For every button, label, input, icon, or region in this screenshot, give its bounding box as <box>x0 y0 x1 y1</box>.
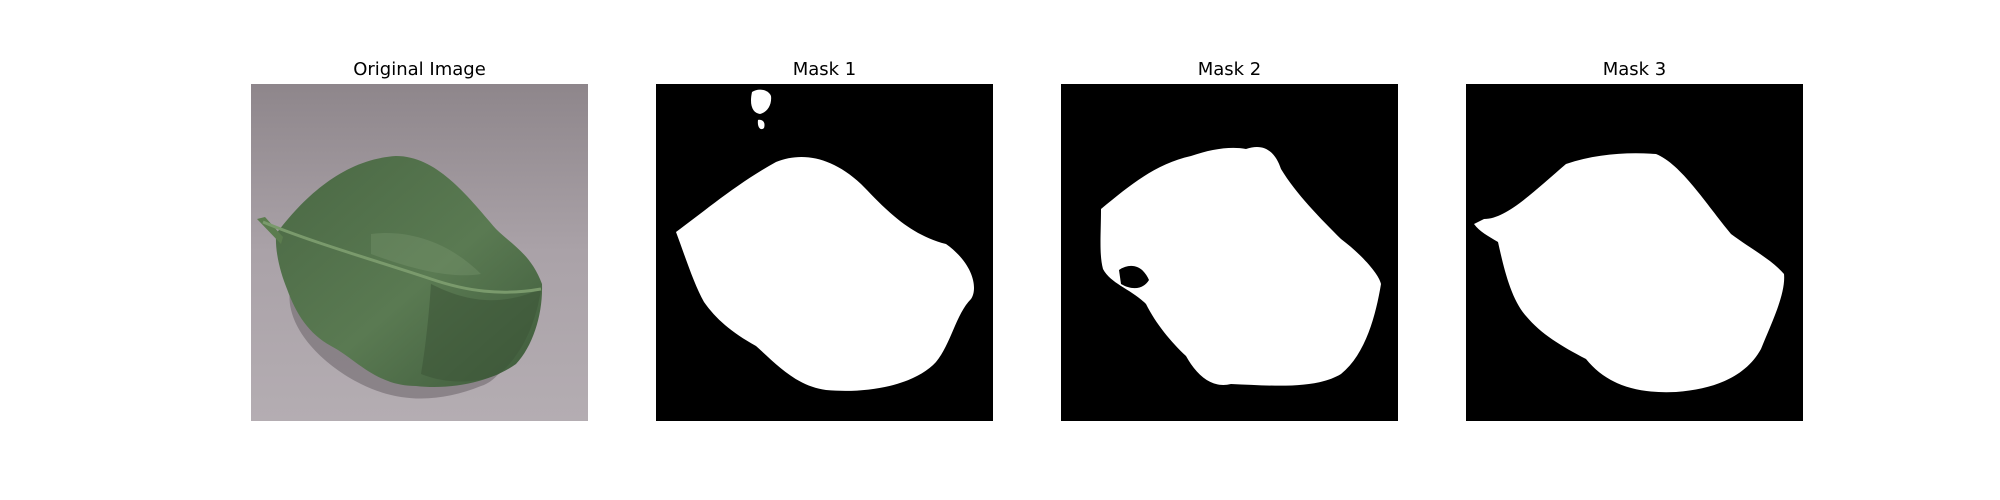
mask-2-image <box>1061 84 1398 421</box>
original-image-panel <box>251 84 588 421</box>
mask-2-leaf-region <box>1100 146 1381 386</box>
leaf-midrib <box>262 220 542 294</box>
leaf-dark-fold <box>421 284 541 382</box>
panel-title-original-image: Original Image <box>353 59 486 80</box>
mask-2-notch <box>1119 265 1149 289</box>
original-leaf-photo <box>251 84 588 421</box>
mask-1-leaf-region <box>676 157 975 391</box>
leaf-highlight <box>371 233 481 276</box>
mask-2-panel <box>1061 84 1398 421</box>
mask-1-image <box>656 84 993 421</box>
mask-1-panel <box>656 84 993 421</box>
mask-3-image <box>1466 84 1803 421</box>
mask-3-leaf-region <box>1474 153 1785 393</box>
mask-3-panel <box>1466 84 1803 421</box>
mask-1-small-dot <box>757 119 765 130</box>
leaf-shadow <box>289 284 517 399</box>
panel-title-mask-3: Mask 3 <box>1602 59 1667 80</box>
mask-1-small-blob <box>750 89 772 114</box>
panel-title-mask-1: Mask 1 <box>792 59 857 80</box>
panel-title-mask-2: Mask 2 <box>1197 59 1262 80</box>
